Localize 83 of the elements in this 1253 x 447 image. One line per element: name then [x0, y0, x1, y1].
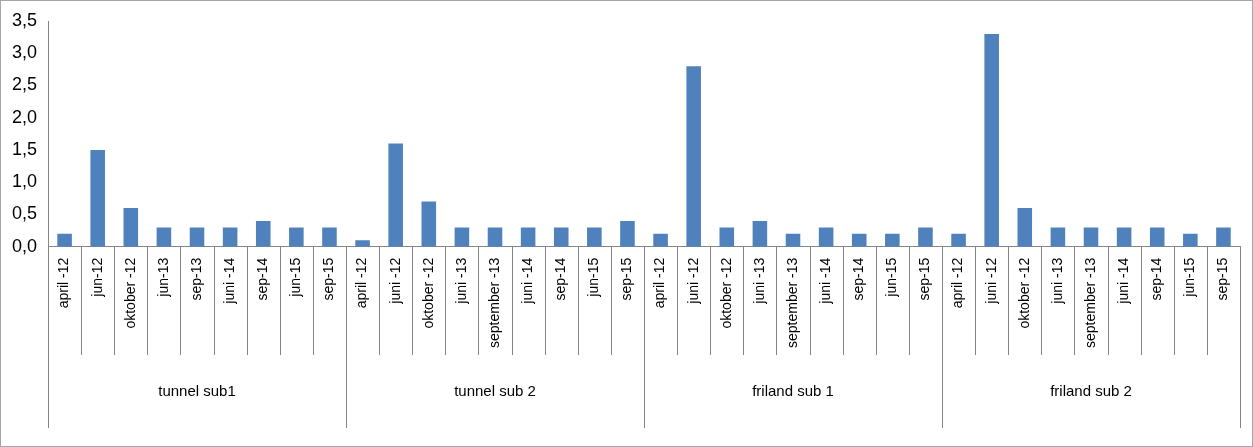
bar: [189, 227, 205, 247]
x-tick-label: september -13: [1081, 257, 1098, 349]
x-tick-label: juni -12: [684, 257, 701, 305]
y-tick-label: 2,5: [11, 74, 38, 95]
bar: [255, 220, 271, 247]
y-tick-label: 3,0: [11, 42, 38, 63]
x-tick-label: september -13: [485, 257, 502, 349]
x-tick-label: juni -14: [518, 257, 535, 305]
bar: [984, 33, 999, 247]
bar: [851, 233, 867, 247]
y-tick-label: 1,0: [11, 171, 38, 192]
bar: [719, 227, 735, 247]
text: friland sub 2: [1050, 381, 1132, 399]
x-tick-label: april -12: [949, 257, 966, 309]
bar: [1183, 233, 1198, 247]
bar: [487, 227, 503, 247]
bar: [951, 233, 966, 247]
x-tick-label: sep-13: [187, 257, 204, 301]
y-tick-label: 0,5: [11, 203, 38, 224]
y-tick-label: 0,0: [11, 235, 38, 256]
x-tick-label: sep-15: [320, 257, 337, 301]
bar: [885, 233, 900, 247]
bar: [653, 233, 668, 247]
bar: [57, 233, 72, 247]
x-tick-label: april -12: [55, 257, 72, 309]
bar: [289, 227, 304, 247]
x-tick-label: sep-15: [1214, 257, 1231, 301]
x-tick-label: jun-12: [88, 257, 105, 298]
x-tick-label: sep-14: [552, 257, 569, 301]
x-tick-label: jun-15: [585, 257, 602, 298]
x-tick-label: juni -13: [1048, 257, 1065, 305]
x-tick-label: sep-14: [254, 257, 271, 301]
x-tick-label: juni -14: [220, 257, 237, 305]
bar: [553, 227, 569, 247]
bar: [322, 227, 337, 247]
bar: [752, 220, 768, 247]
x-tick-label: oktober -12: [419, 257, 436, 329]
x-tick-label: oktober -12: [1015, 257, 1032, 329]
x-tick-label: sep-15: [618, 257, 635, 301]
bar: [1216, 227, 1231, 247]
bar: [1116, 227, 1132, 247]
text: tunnel sub1: [158, 381, 236, 399]
y-tick-label: 2,0: [11, 106, 38, 127]
bar: [918, 227, 933, 247]
bar: [156, 227, 172, 247]
bar: [1050, 227, 1066, 247]
x-tick-label: april -12: [651, 257, 668, 309]
text: friland sub 1: [752, 381, 834, 399]
x-tick-label: oktober -12: [717, 257, 734, 329]
bar: [818, 227, 834, 247]
x-tick-label: jun-13: [154, 257, 171, 298]
x-tick-label: april -12: [353, 257, 370, 309]
y-tick-label: 1,5: [11, 138, 38, 159]
x-tick-label: jun-15: [1181, 257, 1198, 298]
bar: [520, 227, 536, 247]
x-tick-label: sep-14: [850, 257, 867, 301]
bar: [1149, 227, 1165, 247]
bar: [454, 227, 470, 247]
x-tick-label: jun-15: [883, 257, 900, 298]
text: tunnel sub 2: [454, 381, 536, 399]
x-tick-label: sep-14: [1148, 257, 1165, 301]
x-tick-label: september -13: [783, 257, 800, 349]
x-tick-label: juni -14: [1114, 257, 1131, 305]
bar: [1083, 227, 1099, 247]
bar: [1017, 208, 1033, 247]
x-tick-label: juni -14: [816, 257, 833, 305]
x-tick-label: juni -13: [452, 257, 469, 305]
x-tick-label: juni -12: [982, 257, 999, 305]
bar: [686, 66, 701, 247]
bar: [388, 143, 403, 247]
x-tick-label: juni -12: [386, 257, 403, 305]
x-tick-label: jun-15: [287, 257, 304, 298]
bar: [620, 220, 635, 247]
y-tick-label: 3,5: [11, 9, 38, 30]
bar: [587, 227, 602, 247]
x-tick-label: oktober -12: [121, 257, 138, 329]
bar: [355, 240, 370, 247]
bar: [90, 149, 105, 247]
bar: [222, 227, 238, 247]
bar: [123, 208, 139, 247]
x-tick-label: juni -13: [750, 257, 767, 305]
bar: [421, 201, 437, 247]
x-tick-label: sep-15: [916, 257, 933, 301]
